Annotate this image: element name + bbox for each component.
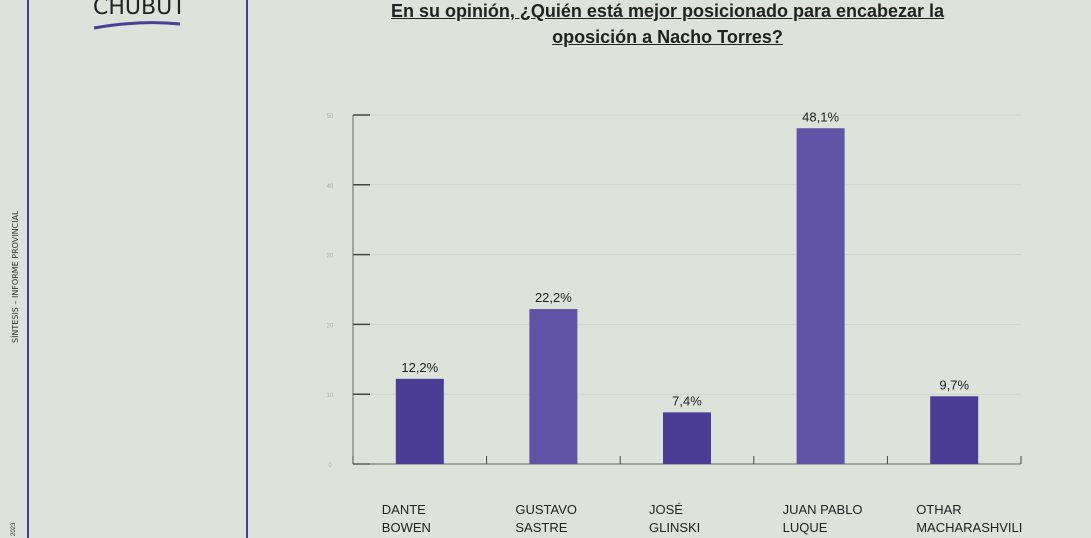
brand-logo: CHUBUT	[93, 0, 186, 20]
x-tick-label: BOWEN	[382, 520, 431, 535]
data-label: 9,7%	[939, 377, 969, 392]
x-tick-label: GUSTAVO	[515, 502, 577, 517]
left-border-line	[27, 0, 29, 538]
y-tick-label: 20	[327, 323, 334, 329]
x-tick-label: LUQUE	[783, 520, 828, 535]
y-tick-label: 0	[328, 463, 332, 469]
bar	[663, 412, 711, 464]
x-tick-label: JOSÉ	[649, 502, 683, 517]
x-tick-label: SASTRE	[515, 520, 567, 535]
x-tick-label: DANTE	[382, 502, 426, 517]
x-tick-label: OTHAR	[916, 502, 962, 517]
data-label: 7,4%	[672, 393, 702, 408]
bar	[529, 309, 578, 464]
data-label: 48,1%	[802, 109, 839, 124]
bar	[395, 378, 444, 464]
chart-title: En su opinión, ¿Quién está mejor posicio…	[390, 1, 945, 47]
y-tick-label: 30	[327, 254, 334, 260]
x-tick-label: GLINSKI	[649, 520, 700, 535]
x-tick-label: MACHARASHVILI	[916, 520, 1022, 535]
y-tick-label: 10	[327, 393, 334, 399]
data-label: 22,2%	[535, 290, 572, 305]
panel-divider-line	[246, 0, 248, 538]
data-label: 12,2%	[401, 360, 438, 375]
y-tick-label: 50	[327, 114, 334, 120]
bar	[930, 396, 979, 464]
y-tick-label: 40	[327, 184, 334, 190]
bar	[796, 128, 845, 464]
x-tick-label: JUAN PABLO	[783, 502, 863, 517]
